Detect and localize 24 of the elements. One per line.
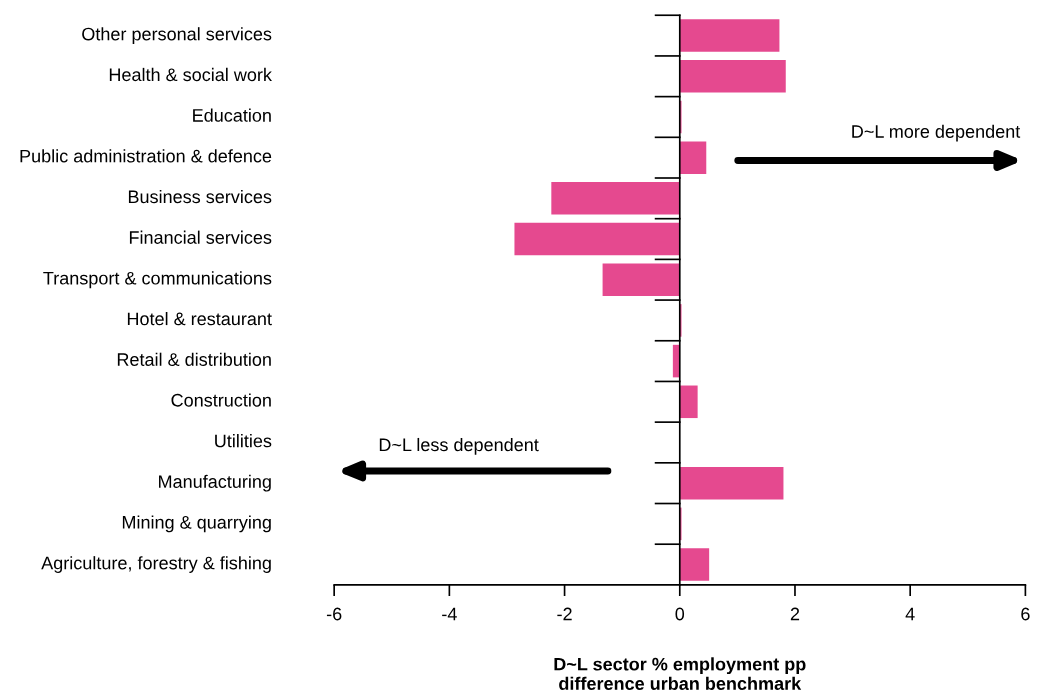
y-tick-label: Health & social work: [109, 67, 272, 82]
y-tick-label: Hotel & restaurant: [127, 312, 272, 326]
y-tick-label: Construction: [171, 393, 271, 407]
y-tick-label: Financial services: [129, 230, 272, 244]
y-tick-label: Retail & distribution: [117, 352, 271, 366]
y-tick-label: Business services: [128, 189, 272, 204]
x-tick-label: -6: [326, 607, 342, 621]
y-tick-label: Transport & communications: [43, 271, 272, 289]
y-tick-label: Agriculture, forestry & fishing: [41, 556, 271, 573]
x-tick-label: 0: [675, 607, 685, 621]
y-tick-label: Other personal services: [82, 27, 272, 45]
x-tick-label: -4: [442, 607, 457, 621]
annotation: D~L more dependent: [852, 124, 1021, 142]
x-tick-label: -2: [557, 607, 572, 621]
y-tick-label: Mining & quarrying: [122, 515, 271, 533]
annotation: D~L less dependent: [379, 437, 539, 455]
y-tick-label: Education: [193, 108, 271, 122]
x-tick-label: 6: [1021, 607, 1030, 621]
y-tick-label: Public administration & defence: [20, 149, 272, 163]
x-tick-label: 4: [905, 607, 915, 621]
y-tick-label: Utilities: [215, 434, 272, 448]
y-tick-label: Manufacturing: [159, 474, 271, 492]
x-tick-label: 2: [790, 607, 800, 621]
x-axis-title: D~L sector % employment pp difference urban benchmark: [554, 657, 806, 690]
